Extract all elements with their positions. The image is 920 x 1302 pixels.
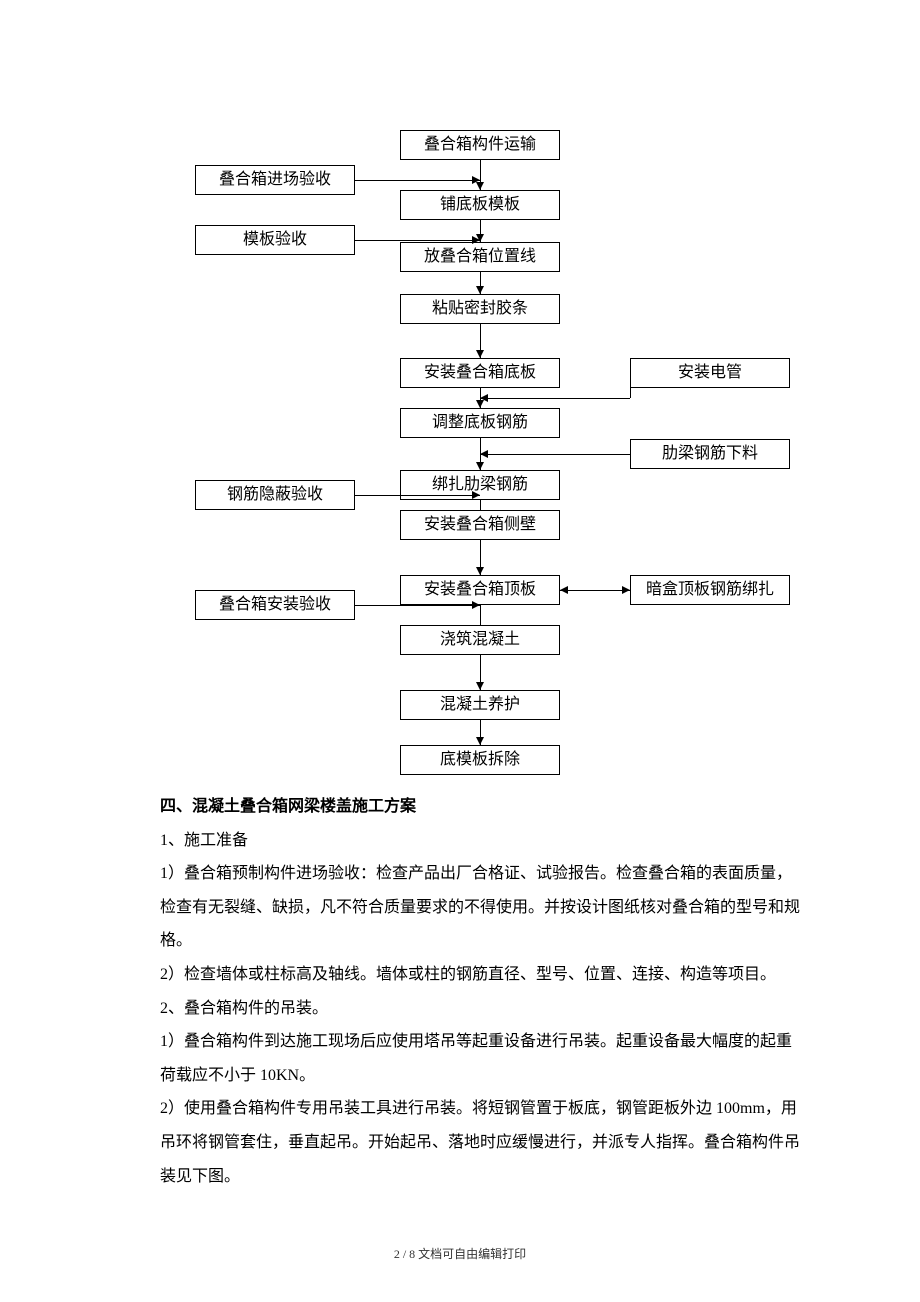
flow-node-n2: 铺底板模板 <box>400 190 560 220</box>
connector-horizontal <box>355 240 480 241</box>
connector-horizontal <box>480 398 630 399</box>
connector-vertical <box>480 500 481 510</box>
arrowhead-left-icon <box>480 450 488 458</box>
body-text: 四、混凝土叠合箱网梁楼盖施工方案 1、施工准备 1）叠合箱预制构件进场验收：检查… <box>160 790 800 1193</box>
arrowhead-down-icon <box>476 286 484 294</box>
section-heading: 四、混凝土叠合箱网梁楼盖施工方案 <box>160 790 800 824</box>
connector-horizontal <box>480 454 630 455</box>
arrowhead-down-icon <box>476 737 484 745</box>
connector-vertical <box>480 605 481 625</box>
arrowhead-right-icon <box>472 491 480 499</box>
flow-node-n8: 安装叠合箱侧壁 <box>400 510 560 540</box>
paragraph: 2、叠合箱构件的吊装。 <box>160 992 800 1026</box>
connector-horizontal <box>355 495 480 496</box>
arrowhead-down-icon <box>476 682 484 690</box>
arrowhead-down-icon <box>476 350 484 358</box>
paragraph: 1、施工准备 <box>160 824 800 858</box>
flow-node-n3: 放叠合箱位置线 <box>400 242 560 272</box>
flow-node-l3: 钢筋隐蔽验收 <box>195 480 355 510</box>
flow-node-l2: 模板验收 <box>195 225 355 255</box>
paragraph: 1）叠合箱预制构件进场验收：检查产品出厂合格证、试验报告。检查叠合箱的表面质量，… <box>160 857 800 958</box>
flow-node-n1: 叠合箱构件运输 <box>400 130 560 160</box>
arrowhead-down-icon <box>476 462 484 470</box>
connector-horizontal <box>355 180 480 181</box>
arrowhead-right-icon <box>622 586 630 594</box>
flow-node-r3: 暗盒顶板钢筋绑扎 <box>630 575 790 605</box>
page: 叠合箱构件运输铺底板模板放叠合箱位置线粘贴密封胶条安装叠合箱底板调整底板钢筋绑扎… <box>0 0 920 1302</box>
flow-node-n4: 粘贴密封胶条 <box>400 294 560 324</box>
flow-node-n6: 调整底板钢筋 <box>400 408 560 438</box>
flowchart: 叠合箱构件运输铺底板模板放叠合箱位置线粘贴密封胶条安装叠合箱底板调整底板钢筋绑扎… <box>0 0 920 820</box>
flow-node-r1: 安装电管 <box>630 358 790 388</box>
flow-node-n10: 浇筑混凝土 <box>400 625 560 655</box>
arrowhead-left-icon <box>560 586 568 594</box>
connector-horizontal <box>355 605 480 606</box>
paragraph: 1）叠合箱构件到达施工现场后应使用塔吊等起重设备进行吊装。起重设备最大幅度的起重… <box>160 1025 800 1092</box>
flow-node-l1: 叠合箱进场验收 <box>195 165 355 195</box>
arrowhead-left-icon <box>480 394 488 402</box>
page-footer: 2 / 8 文档可自由编辑打印 <box>0 1245 920 1262</box>
connector-vertical <box>630 373 631 398</box>
flow-node-n11: 混凝土养护 <box>400 690 560 720</box>
connector-horizontal <box>560 590 630 591</box>
arrowhead-right-icon <box>472 236 480 244</box>
arrowhead-right-icon <box>472 176 480 184</box>
paragraph: 2）使用叠合箱构件专用吊装工具进行吊装。将短钢管置于板底，钢管距板外边 100m… <box>160 1092 800 1193</box>
paragraph: 2）检查墙体或柱标高及轴线。墙体或柱的钢筋直径、型号、位置、连接、构造等项目。 <box>160 958 800 992</box>
flow-node-n12: 底模板拆除 <box>400 745 560 775</box>
flow-node-n5: 安装叠合箱底板 <box>400 358 560 388</box>
flow-node-r2: 肋梁钢筋下料 <box>630 439 790 469</box>
arrowhead-right-icon <box>472 601 480 609</box>
flow-node-l4: 叠合箱安装验收 <box>195 590 355 620</box>
arrowhead-down-icon <box>476 567 484 575</box>
flow-node-n9: 安装叠合箱顶板 <box>400 575 560 605</box>
